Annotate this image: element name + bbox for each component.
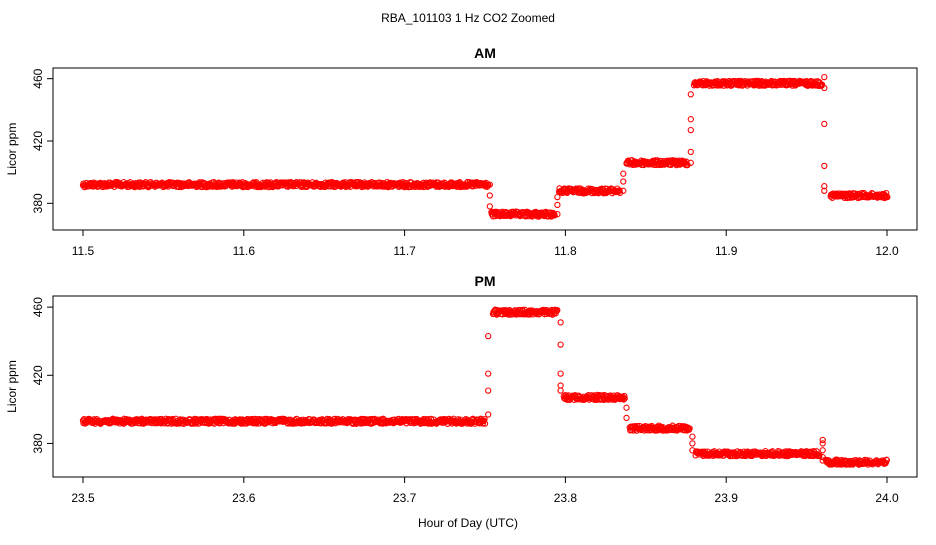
y-tick-label: 460 [31, 68, 45, 88]
data-point [485, 370, 492, 377]
y-tick-label: 460 [31, 297, 45, 317]
data-point [883, 457, 891, 464]
data-point [819, 440, 826, 447]
y-tick-label: 380 [31, 433, 45, 453]
data-point [819, 457, 826, 464]
data-point [687, 126, 694, 134]
panel-title: AM [474, 45, 496, 61]
data-point [689, 447, 696, 454]
data-point [557, 387, 564, 394]
data-point [486, 181, 493, 188]
x-tick-label: 23.9 [715, 491, 739, 505]
y-tick-label: 380 [31, 193, 45, 213]
x-tick-label: 11.8 [554, 244, 577, 258]
plot-frame [52, 67, 918, 231]
data-point [486, 192, 493, 199]
y-tick-label: 420 [31, 365, 45, 385]
data-points [79, 306, 891, 468]
data-point [821, 162, 828, 170]
x-tick-label: 11.7 [393, 244, 416, 258]
data-point [557, 341, 564, 348]
data-point [623, 404, 630, 411]
data-point [481, 420, 489, 427]
data-point [616, 187, 623, 194]
data-point [819, 447, 826, 454]
data-point [821, 84, 828, 92]
x-tick-label: 23.5 [71, 491, 95, 505]
y-tick-label: 420 [31, 131, 45, 151]
data-point [481, 415, 488, 423]
data-point [485, 387, 492, 394]
data-point [554, 193, 561, 201]
panel-title: PM [475, 273, 496, 289]
data-point [557, 319, 564, 326]
x-tick-label: 23.8 [554, 491, 578, 505]
data-point [687, 91, 694, 98]
x-tick-label: 11.5 [72, 244, 95, 258]
data-point [620, 170, 627, 177]
x-tick-label: 11.6 [233, 244, 256, 258]
data-point [485, 411, 492, 418]
data-point [620, 187, 627, 194]
data-point [554, 307, 561, 314]
data-point [687, 148, 694, 156]
data-point [485, 332, 492, 340]
data-point [683, 158, 690, 165]
data-point [821, 183, 828, 190]
data-point [554, 201, 561, 209]
data-point [821, 73, 828, 81]
x-tick-label: 12.0 [875, 244, 899, 258]
data-point [821, 187, 828, 194]
data-point [819, 436, 826, 444]
data-point [557, 370, 564, 377]
data-point [486, 203, 493, 210]
data-point [554, 211, 561, 218]
data-point [687, 116, 694, 123]
y-axis-label: Licor ppm [5, 123, 19, 176]
data-point [816, 452, 823, 459]
data-point [621, 392, 628, 400]
figure-xlabel: Hour of Day (UTC) [418, 516, 518, 530]
data-point [621, 395, 628, 402]
data-point [623, 414, 630, 422]
x-tick-label: 24.0 [875, 491, 899, 505]
y-axis-label: Licor ppm [5, 360, 19, 413]
data-point [819, 453, 826, 461]
data-point [689, 433, 696, 440]
panel-pm: PM Licor ppm 23.5 23.6 23.7 23.8 23.9 24.0 380 42… [5, 273, 918, 505]
figure-title: RBA_101103 1 Hz CO2 Zoomed [381, 11, 555, 25]
x-tick-label: 23.7 [393, 491, 417, 505]
x-tick-label: 11.9 [715, 244, 738, 258]
data-point [883, 189, 890, 197]
data-point [686, 425, 693, 432]
data-point [884, 193, 891, 201]
data-point [620, 178, 627, 185]
data-point [687, 159, 694, 166]
data-point [689, 440, 696, 447]
data-point [821, 120, 828, 128]
data-point [620, 396, 627, 403]
x-tick-label: 23.6 [232, 491, 256, 505]
plot-frame [52, 295, 918, 478]
panel-am: AM Licor ppm 11.5 11.6 11.7 11.8 11.9 12.0 380 42… [5, 45, 918, 258]
data-points [79, 73, 891, 220]
